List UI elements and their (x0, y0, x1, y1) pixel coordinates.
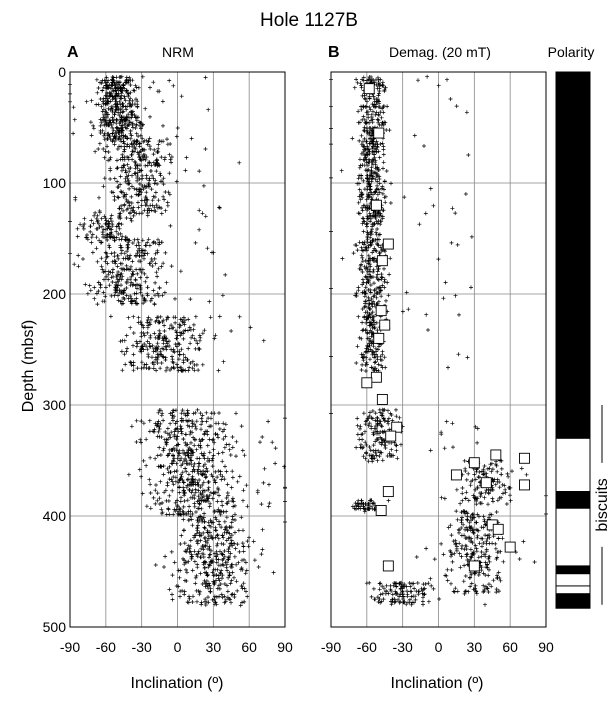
panel-a-frame (69, 71, 286, 628)
discrete-sample-marker (519, 479, 530, 491)
x-tick-label: 90 (277, 639, 293, 655)
discrete-sample-marker (468, 457, 480, 469)
y-tick-label: 400 (43, 508, 67, 524)
discrete-sample-marker (370, 199, 382, 211)
discrete-sample-marker (379, 319, 391, 331)
x-tick-label: -90 (60, 639, 80, 655)
x-tick-label: -60 (357, 639, 377, 655)
polarity-reversed-interval (555, 437, 591, 493)
panel-a-points (68, 74, 287, 608)
y-tick-labels: 0 100 200 300 400 500 (43, 64, 67, 635)
x-tick-label: 60 (241, 639, 257, 655)
discrete-sample-marker (382, 560, 394, 572)
panel-a-x-tick-labels: -90 -60 -30 0 30 60 90 (60, 639, 293, 655)
x-tick-label: -30 (393, 639, 413, 655)
discrete-sample-marker (382, 486, 394, 498)
x-tick-label: -30 (132, 639, 152, 655)
panel-b-frame (330, 71, 547, 628)
polarity-normal-interval (555, 565, 591, 575)
x-tick-label: 30 (467, 639, 483, 655)
panel-b-x-label: Inclination (º) (391, 675, 484, 692)
discrete-sample-marker (373, 332, 385, 344)
polarity-reversed-interval (555, 507, 591, 567)
discrete-sample-marker (519, 452, 530, 464)
x-tick-label: -90 (321, 639, 341, 655)
panel-a-x-label: Inclination (º) (131, 675, 224, 692)
discrete-sample-marker (391, 421, 403, 433)
discrete-sample-marker (375, 305, 387, 317)
discrete-sample-marker (382, 238, 394, 250)
panel-a-title: NRM (162, 44, 194, 60)
x-tick-label: 90 (538, 639, 554, 655)
discrete-sample-marker (370, 371, 382, 383)
polarity-normal-interval (555, 593, 591, 609)
discrete-sample-marker (361, 377, 373, 389)
discrete-sample-marker (363, 83, 375, 95)
panel-b-title: Demag. (20 mT) (389, 44, 491, 60)
polarity-reversed-interval (555, 573, 591, 587)
polarity-normal-interval (555, 71, 591, 439)
discrete-sample-marker (480, 477, 492, 489)
discrete-sample-marker (468, 560, 480, 572)
y-tick-label: 200 (43, 286, 67, 302)
panel-b-letter: B (328, 44, 340, 61)
x-tick-label: 0 (174, 639, 182, 655)
panel-a-letter: A (67, 44, 79, 61)
data-points (68, 74, 287, 608)
y-tick-label: 300 (43, 397, 67, 413)
discrete-sample-marker (375, 505, 387, 516)
y-tick-label: 500 (43, 619, 67, 635)
x-tick-label: 30 (206, 639, 222, 655)
x-tick-label: 0 (435, 639, 443, 655)
y-tick-label: 100 (43, 175, 67, 191)
panel-b-discrete-samples (361, 83, 530, 572)
panel-b-x-tick-labels: -90 -60 -30 0 30 60 90 (321, 639, 554, 655)
discrete-sample-marker (376, 255, 388, 267)
biscuits-label: biscuits (594, 478, 611, 531)
discrete-sample-marker (504, 541, 516, 553)
discrete-sample-marker (490, 449, 502, 461)
chart-title: Hole 1127B (260, 10, 358, 31)
discrete-sample-marker (376, 394, 388, 405)
y-tick-label: 0 (58, 64, 66, 80)
x-tick-label: -60 (96, 639, 116, 655)
discrete-sample-marker (492, 523, 504, 535)
discrete-sample-marker (385, 430, 397, 442)
discrete-sample-marker (373, 127, 385, 139)
polarity-title: Polarity (548, 44, 595, 60)
discrete-sample-marker (450, 469, 462, 481)
y-axis-label: Depth (mbsf) (20, 320, 37, 412)
x-tick-label: 60 (502, 639, 518, 655)
polarity-column (555, 71, 591, 609)
polarity-normal-interval (555, 491, 591, 509)
